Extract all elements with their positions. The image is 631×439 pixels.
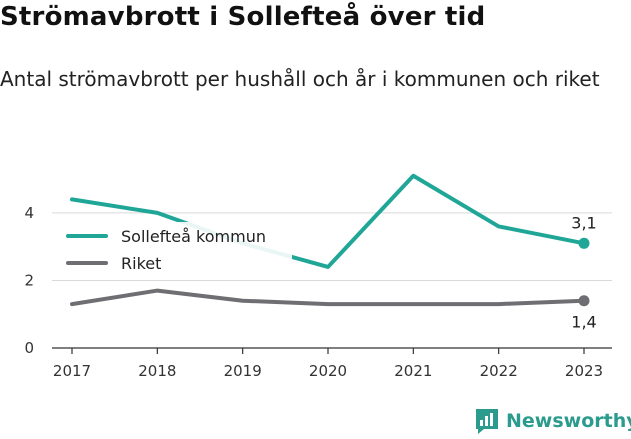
series-line <box>70 173 586 269</box>
series-layer <box>70 173 590 307</box>
x-tick-label: 2017 <box>53 362 91 380</box>
brand-logo: Newsworthy <box>474 406 631 436</box>
series-end-point <box>578 295 590 307</box>
x-tick-label: 2022 <box>480 362 518 380</box>
axis-layer: 0 2 4 2017 2018 2019 2020 2021 2022 2023 <box>24 204 612 380</box>
x-tick-label: 2019 <box>224 362 262 380</box>
x-tick-label: 2021 <box>394 362 432 380</box>
x-tick-label: 2023 <box>565 362 603 380</box>
x-tick-label: 2020 <box>309 362 347 380</box>
y-tick-label: 0 <box>24 339 34 357</box>
legend-label: Riket <box>121 254 161 273</box>
series-line <box>70 288 586 307</box>
series-end-label: 1,4 <box>571 313 596 332</box>
series-end-label: 3,1 <box>571 213 596 232</box>
x-tick-label: 2018 <box>138 362 176 380</box>
value-labels: 3,1 1,4 <box>571 213 596 331</box>
brand-name: Newsworthy <box>506 410 631 432</box>
legend-label: Sollefteå kommun <box>121 227 266 246</box>
page-subtitle: Antal strömavbrott per hushåll och år i … <box>0 67 600 91</box>
legend: Sollefteå kommun Riket <box>60 222 292 280</box>
y-tick-label: 2 <box>24 271 34 289</box>
legend-background <box>60 222 292 280</box>
newsworthy-logo-icon <box>476 409 498 434</box>
y-tick-label: 4 <box>24 204 34 222</box>
page-title: Strömavbrott i Sollefteå över tid <box>0 2 486 32</box>
series-end-point <box>578 237 590 249</box>
